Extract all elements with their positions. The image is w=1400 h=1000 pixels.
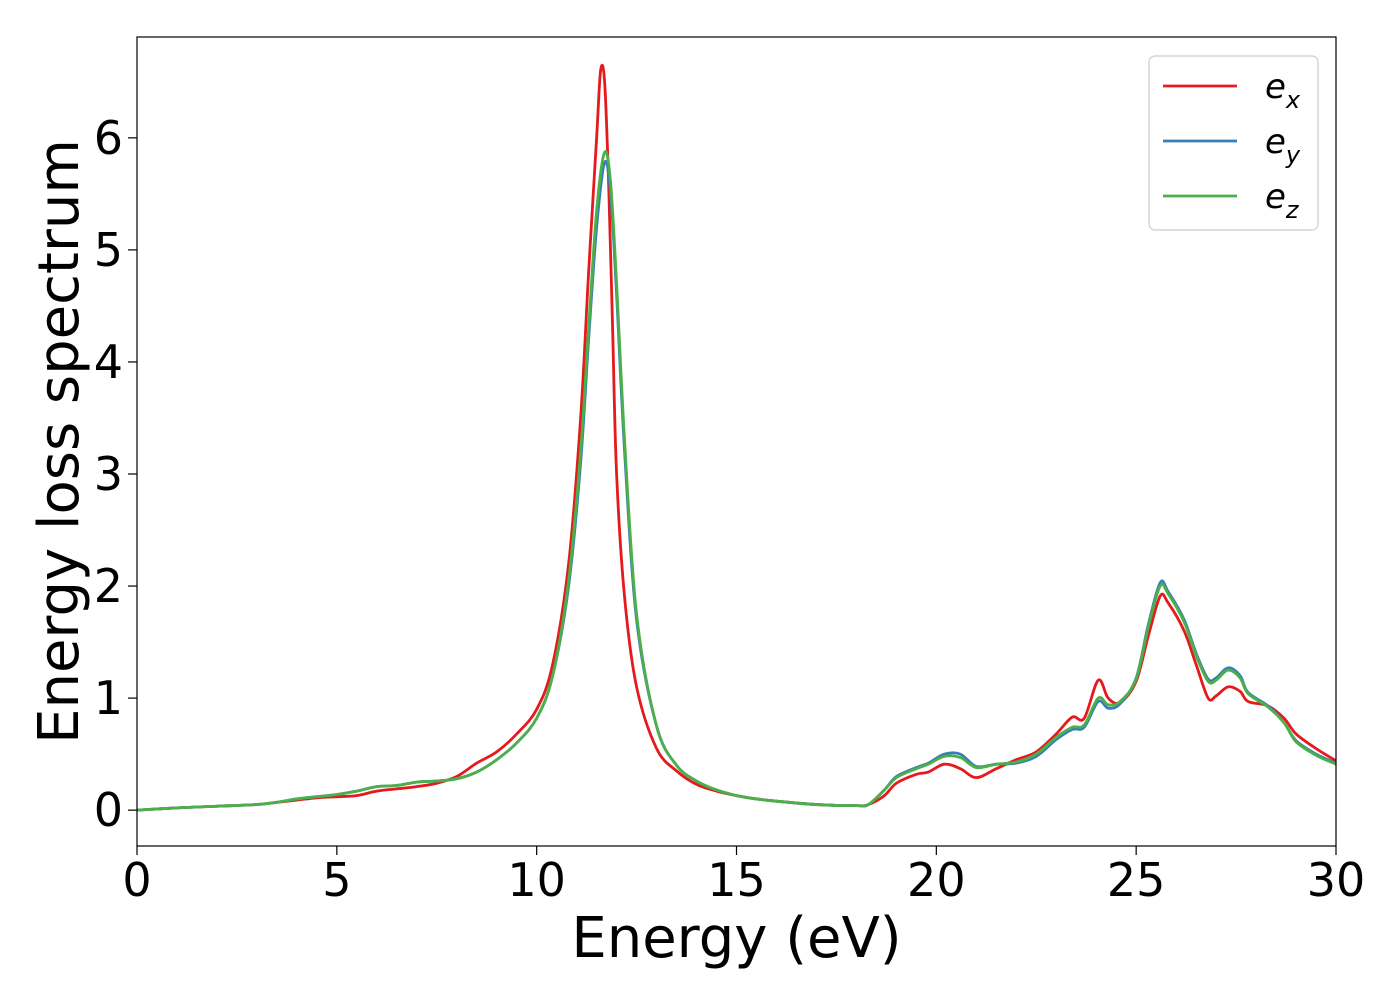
x-tick-label: 15 [707, 853, 766, 907]
x-tick-label: 20 [907, 853, 966, 907]
legend-label-ez: ez [1265, 177, 1300, 224]
legend-label-ex: ex [1265, 67, 1301, 114]
y-tick-label: 3 [94, 447, 123, 501]
series-line-ey [137, 159, 1336, 812]
y-axis-label: Energy loss spectrum [27, 139, 92, 744]
x-tick-label: 5 [322, 853, 351, 907]
series-line-ez [137, 150, 1336, 812]
x-tick-label: 10 [507, 853, 566, 907]
series-layer [137, 63, 1336, 812]
y-tick-label: 1 [94, 671, 123, 725]
x-axis-label: Energy (eV) [571, 906, 901, 971]
x-tick-label: 30 [1307, 853, 1366, 907]
y-tick-label: 4 [94, 335, 123, 389]
legend: ex ey ez [1148, 55, 1319, 231]
legend-label-ey: ey [1265, 122, 1301, 169]
y-tick-label: 2 [94, 559, 123, 613]
y-tick-label: 0 [94, 783, 123, 837]
ticks-layer: 0 5 10 15 20 25 30 0 1 2 3 4 5 6 [94, 111, 1366, 907]
y-tick-label: 5 [94, 223, 123, 277]
x-tick-label: 0 [122, 853, 151, 907]
y-tick-label: 6 [94, 111, 123, 165]
legend-box [1148, 55, 1319, 231]
x-tick-label: 25 [1107, 853, 1166, 907]
